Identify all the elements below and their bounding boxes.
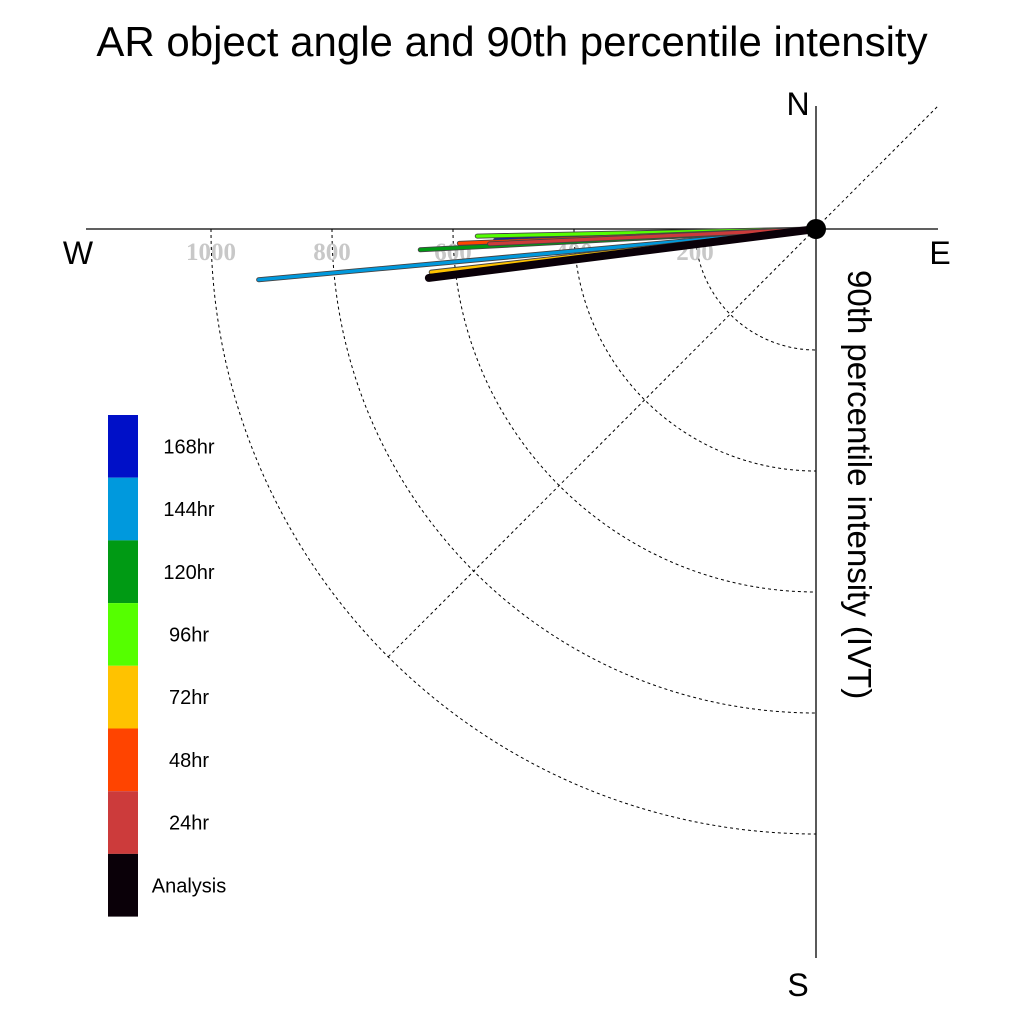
chart-title: AR object angle and 90th percentile inte… [96,18,927,65]
ring-400 [573,228,817,472]
polar-grid [210,105,939,835]
legend-label-96hr: 96hr [169,624,209,646]
compass-north-label: N [786,86,809,122]
legend-swatch-72hr [108,665,138,729]
legend-swatch-120hr [108,540,138,604]
legend-label-144hr: 144hr [163,499,214,521]
legend-label-72hr: 72hr [169,687,209,709]
legend-swatch-168hr [108,415,138,478]
legend-swatch-144hr [108,477,138,541]
compass-west-label: W [63,235,94,271]
vector-Analysis [424,225,820,282]
legend-label-168hr: 168hr [163,436,214,458]
legend-label-24hr: 24hr [169,813,209,835]
legend-label-Analysis: Analysis [152,875,226,897]
diagonal-gridline [387,105,939,658]
legend-swatch-96hr [108,603,138,666]
ring-800 [331,228,817,714]
legend-label-48hr: 48hr [169,750,209,772]
legend-swatch-Analysis [108,853,138,917]
radial-axis-label: 90th percentile intensity (IVT) [841,270,878,699]
vector-24hr [488,227,818,246]
intensity-vectors [256,225,820,283]
radial-tick-label-1000: 1000 [186,239,236,266]
legend-swatch-48hr [108,728,138,792]
ring-200 [694,228,817,351]
legend-swatch-24hr [108,791,138,854]
radial-tick-label-800: 800 [313,239,351,266]
compass-south-label: S [787,967,808,1003]
legend: 168hr 144hr 120hr 96hr 72hr 48hr 24hr Analysis [108,415,226,917]
legend-label-120hr: 120hr [163,562,214,584]
compass-east-label: E [929,235,950,271]
origin-marker [806,219,826,239]
